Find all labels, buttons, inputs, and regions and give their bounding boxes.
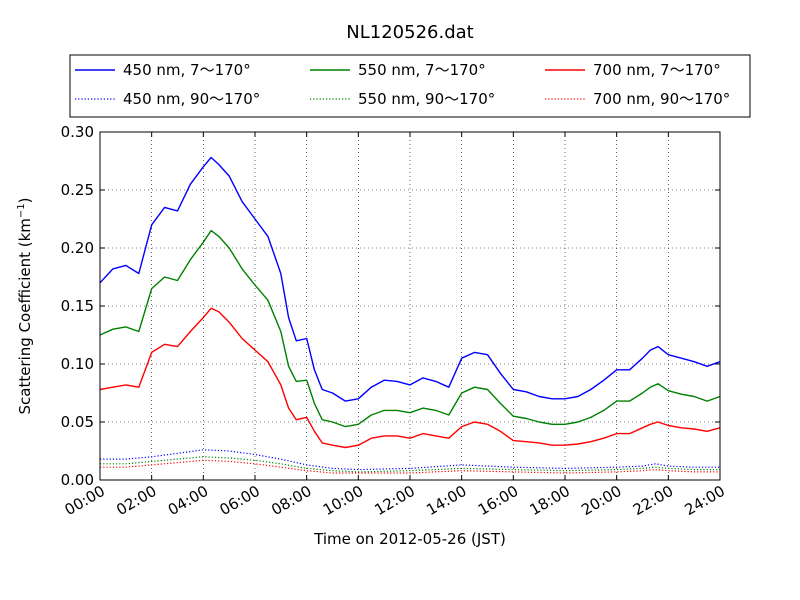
x-tick-label: 04:00 [165,482,211,519]
x-tick-label: 22:00 [630,482,676,519]
x-tick-label: 18:00 [527,482,573,519]
y-tick-label: 0.20 [61,239,94,257]
x-axis-label: Time on 2012-05-26 (JST) [313,530,506,548]
x-tick-label: 02:00 [113,482,159,519]
y-tick-label: 0.15 [61,297,94,315]
y-tick-label: 0.30 [61,123,94,141]
y-axis-label-sup: −1 [16,203,27,218]
series-line [99,307,721,449]
legend-label: 550 nm, 90～170° [358,90,495,108]
y-tick-label: 0.10 [61,355,94,373]
y-tick-label: 0.25 [61,181,94,199]
x-tick-label: 14:00 [423,482,469,519]
x-tick-label: 16:00 [475,482,521,519]
x-tick-label: 08:00 [268,482,314,519]
legend-frame [69,54,751,118]
y-axis-label-close: ) [16,197,34,203]
y-tick-label: 0.00 [61,471,94,489]
series-line [100,449,720,471]
legend-label: 450 nm, 7～170° [123,61,251,79]
y-axis-label-main: Scattering Coefficient (km [16,218,34,414]
legend-label: 700 nm, 7～170° [593,61,721,79]
legend-label: 700 nm, 90～170° [593,90,730,108]
x-tick-label: 20:00 [578,482,624,519]
series-line [99,156,721,402]
series-line [100,456,720,473]
y-axis-label: Scattering Coefficient (km−1) [16,197,34,414]
series-line [100,459,720,474]
chart-title: NL120526.dat [346,22,473,43]
x-tick-label: 12:00 [372,482,418,519]
legend: 450 nm, 7～170° 550 nm, 7～170° 700 nm, 7～17… [69,54,751,118]
legend-label: 450 nm, 90～170° [123,90,260,108]
y-tick-label: 0.05 [61,413,94,431]
legend-label: 550 nm, 7～170° [358,61,486,79]
plot-area [99,131,721,481]
x-tick-label: 06:00 [217,482,263,519]
x-tick-label: 10:00 [320,482,366,519]
series-line [99,229,721,428]
x-tick-label: 24:00 [682,482,728,519]
